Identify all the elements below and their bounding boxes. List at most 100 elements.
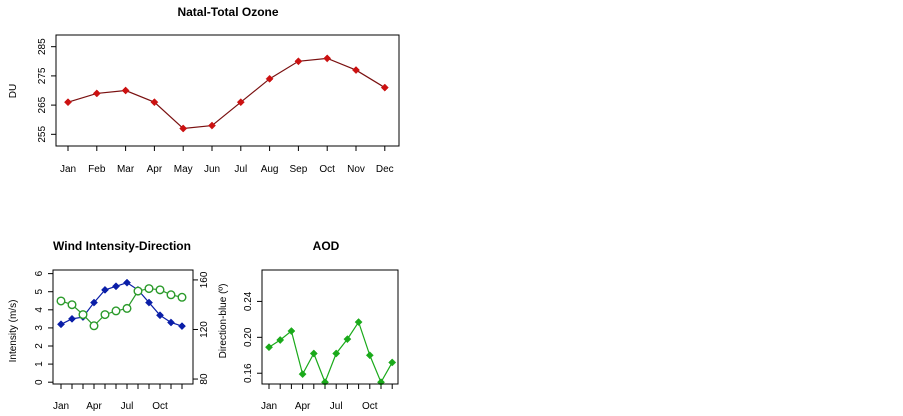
- y2-tick-label: 160: [199, 271, 210, 288]
- y-tick-label: 3: [34, 325, 45, 331]
- wind-chart-title: Wind Intensity-Direction: [53, 239, 191, 253]
- y-tick-label: 1: [34, 361, 45, 367]
- y-tick-label: 0.24: [243, 291, 254, 311]
- data-point: [332, 349, 341, 358]
- data-point: [167, 318, 175, 327]
- data-point: [380, 83, 389, 92]
- y-tick-label: 265: [37, 96, 48, 113]
- data-point: [365, 351, 374, 360]
- data-point: [298, 370, 307, 379]
- data-point: [166, 290, 176, 300]
- y2-tick-label: 80: [199, 373, 210, 385]
- data-point: [56, 296, 66, 306]
- data-point: [276, 336, 285, 344]
- wind-series: [56, 278, 187, 331]
- data-point: [388, 358, 397, 367]
- wind-chart: Wind Intensity-Direction Intensity (m/s)…: [8, 239, 229, 412]
- y-tick-label: 4: [34, 307, 45, 313]
- y-tick-label: 5: [34, 288, 45, 294]
- data-point: [236, 98, 245, 107]
- data-point: [64, 98, 72, 107]
- data-point: [155, 285, 165, 295]
- data-point: [343, 335, 352, 344]
- ozone-chart-title: Natal-Total Ozone: [177, 5, 278, 19]
- x-tick-label: Feb: [88, 164, 106, 175]
- data-point: [133, 286, 143, 296]
- x-tick-label: Jul: [234, 164, 247, 175]
- ozone-chart: Natal-Total Ozone DU Jan Feb Mar Apr May Jun J…: [8, 5, 400, 175]
- x-tick-label: Sep: [290, 164, 308, 175]
- aod-ticks: Jan Apr Jul Oct 0.16 0.20 0.24: [243, 291, 393, 412]
- aod-chart: AOD Jan Apr Jul Oct 0.16 0.20 0.24: [243, 239, 399, 412]
- x-tick-label: Oct: [319, 164, 335, 175]
- aod-chart-title: AOD: [313, 239, 340, 253]
- data-point: [121, 86, 130, 95]
- data-point: [179, 124, 188, 133]
- x-tick-label: Apr: [295, 401, 311, 412]
- data-point: [57, 320, 65, 329]
- x-tick-label: Jul: [330, 401, 343, 412]
- x-tick-label: Jan: [53, 401, 69, 412]
- y-tick-label: 255: [37, 126, 48, 143]
- y-tick-label: 0: [34, 379, 45, 385]
- data-point: [178, 322, 186, 331]
- data-point: [265, 74, 274, 83]
- x-tick-label: Apr: [147, 164, 163, 175]
- wind-ticks: Jan Apr Jul Oct 0 1 2 3 4 5 6 80 120 160: [34, 270, 210, 412]
- data-point: [287, 327, 296, 335]
- ozone-ticks: Jan Feb Mar Apr May Jun Jul Aug Sep Oct Nov Dec 255 2…: [37, 38, 394, 175]
- y2-tick-label: 120: [199, 321, 210, 338]
- y-tick-label: 275: [37, 67, 48, 84]
- x-tick-label: Oct: [152, 401, 168, 412]
- x-tick-label: Jan: [60, 164, 76, 175]
- data-point: [144, 284, 154, 294]
- data-point: [111, 306, 121, 316]
- data-point: [208, 121, 216, 130]
- data-point: [101, 285, 109, 294]
- data-point: [145, 298, 153, 307]
- ozone-plot-frame: [55, 34, 400, 147]
- x-tick-label: Jan: [261, 401, 277, 412]
- data-point: [78, 310, 88, 320]
- data-point: [68, 314, 76, 323]
- y-tick-label: 2: [34, 343, 45, 349]
- ozone-series: [64, 54, 389, 133]
- x-tick-label: Dec: [376, 164, 394, 175]
- y-tick-label: 285: [37, 38, 48, 55]
- data-point: [122, 303, 132, 313]
- wind-plot-frame: [52, 269, 194, 385]
- data-point: [123, 278, 131, 287]
- series-line: [60, 287, 183, 327]
- ozone-y-axis-label: DU: [8, 84, 19, 98]
- data-point: [309, 349, 318, 358]
- x-tick-label: Mar: [117, 164, 135, 175]
- data-point: [354, 318, 363, 327]
- x-tick-label: Oct: [362, 401, 378, 412]
- x-tick-label: Apr: [86, 401, 102, 412]
- y-tick-label: 0.20: [243, 327, 254, 347]
- data-point: [156, 311, 164, 320]
- x-tick-label: Jun: [204, 164, 220, 175]
- data-point: [352, 66, 360, 75]
- series-line: [268, 320, 393, 384]
- data-point: [67, 300, 77, 310]
- data-point: [377, 378, 385, 387]
- data-point: [321, 378, 329, 387]
- data-point: [150, 98, 159, 107]
- wind-y-axis-label: Intensity (m/s): [8, 300, 19, 363]
- aod-plot-frame: [261, 269, 399, 385]
- y-tick-label: 6: [34, 270, 45, 276]
- wind-y2-axis-label: Direction-blue (º): [218, 284, 229, 359]
- data-point: [90, 298, 98, 307]
- data-point: [294, 57, 303, 66]
- x-tick-label: Nov: [347, 164, 365, 175]
- x-tick-label: May: [174, 164, 193, 175]
- data-point: [177, 292, 187, 302]
- data-point: [92, 89, 101, 98]
- x-tick-label: Aug: [261, 164, 279, 175]
- data-point: [100, 310, 110, 320]
- data-point: [265, 343, 273, 352]
- aod-series: [265, 318, 397, 387]
- data-point: [112, 282, 120, 291]
